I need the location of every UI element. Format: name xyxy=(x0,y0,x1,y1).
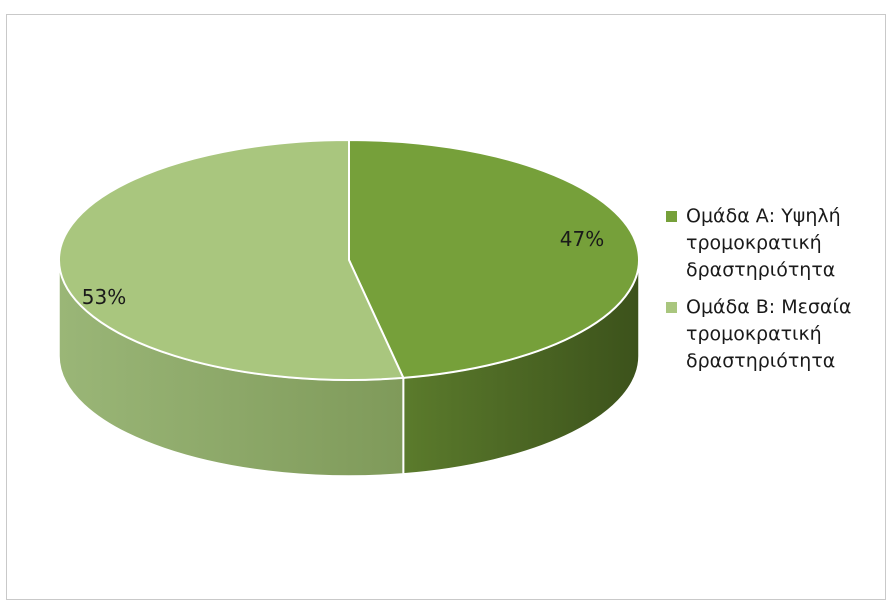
legend-label-group-a: Ομάδα Α: Υψηλή τρομοκρατική δραστηριότητ… xyxy=(686,205,841,281)
data-label-group-a: 47% xyxy=(560,227,604,251)
data-label-group-b: 53% xyxy=(82,285,126,309)
legend-swatch-group-a xyxy=(666,211,677,222)
pie-slice-group-b xyxy=(58,138,405,381)
pie-data-labels: 47% 53% xyxy=(82,227,604,309)
legend-label-group-b: Ομάδα Β: Μεσαία τρομοκρατική δραστηριότη… xyxy=(686,296,852,372)
legend-swatch-group-b xyxy=(666,302,677,313)
pie-tops xyxy=(58,138,640,381)
legend-item-group-a: Ομάδα Α: Υψηλή τρομοκρατική δραστηριότητ… xyxy=(666,203,888,284)
pie-slice-group-a xyxy=(348,138,640,379)
legend-item-group-b: Ομάδα Β: Μεσαία τρομοκρατική δραστηριότη… xyxy=(666,294,888,375)
legend: Ομάδα Α: Υψηλή τρομοκρατική δραστηριότητ… xyxy=(666,203,888,385)
